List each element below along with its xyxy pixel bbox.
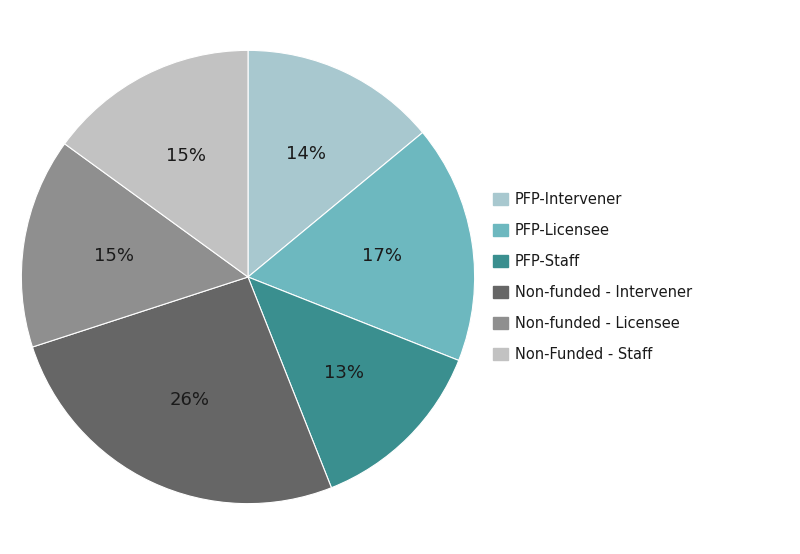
Text: 14%: 14% xyxy=(286,145,326,163)
Wedge shape xyxy=(33,277,331,504)
Wedge shape xyxy=(22,144,248,347)
Text: 17%: 17% xyxy=(362,247,402,265)
Wedge shape xyxy=(248,50,422,277)
Wedge shape xyxy=(65,50,248,277)
Text: 15%: 15% xyxy=(94,247,134,265)
Text: 13%: 13% xyxy=(324,364,364,382)
Text: 15%: 15% xyxy=(166,147,206,165)
Legend: PFP-Intervener, PFP-Licensee, PFP-Staff, Non-funded - Intervener, Non-funded - L: PFP-Intervener, PFP-Licensee, PFP-Staff,… xyxy=(487,186,698,368)
Text: 26%: 26% xyxy=(170,391,210,409)
Wedge shape xyxy=(248,277,458,488)
Wedge shape xyxy=(248,132,474,361)
